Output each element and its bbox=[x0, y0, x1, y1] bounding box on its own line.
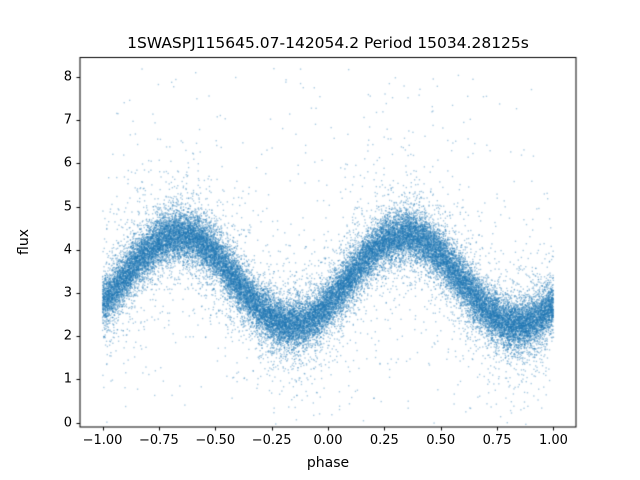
x-axis-label: phase bbox=[306, 455, 350, 471]
y-axis-label: flux bbox=[16, 229, 32, 255]
x-tick-label-6: 0.50 bbox=[426, 433, 456, 448]
y-tick-label-4: 4 bbox=[63, 242, 72, 258]
x-tick-label-7: 0.75 bbox=[482, 433, 512, 448]
y-tick-label-5: 5 bbox=[63, 199, 72, 215]
y-tick-label-0: 0 bbox=[63, 415, 72, 431]
x-tick-label-0: −1.00 bbox=[82, 433, 123, 448]
y-tick-label-1: 1 bbox=[63, 371, 72, 387]
x-tick-label-5: 0.25 bbox=[369, 433, 399, 448]
y-tick-label-3: 3 bbox=[63, 285, 72, 301]
y-tick-label-7: 7 bbox=[63, 112, 72, 128]
x-tick-label-1: −0.75 bbox=[138, 433, 179, 448]
x-tick-label-2: −0.50 bbox=[195, 433, 236, 448]
y-tick-label-2: 2 bbox=[63, 328, 72, 344]
x-tick-label-3: −0.25 bbox=[251, 433, 292, 448]
chart-title: 1SWASPJ115645.07-142054.2 Period 15034.2… bbox=[127, 34, 529, 52]
x-tick-label-4: 0.00 bbox=[313, 433, 343, 448]
x-tick-label-8: 1.00 bbox=[538, 433, 568, 448]
y-tick-label-6: 6 bbox=[63, 155, 72, 171]
y-tick-label-8: 8 bbox=[63, 69, 72, 85]
